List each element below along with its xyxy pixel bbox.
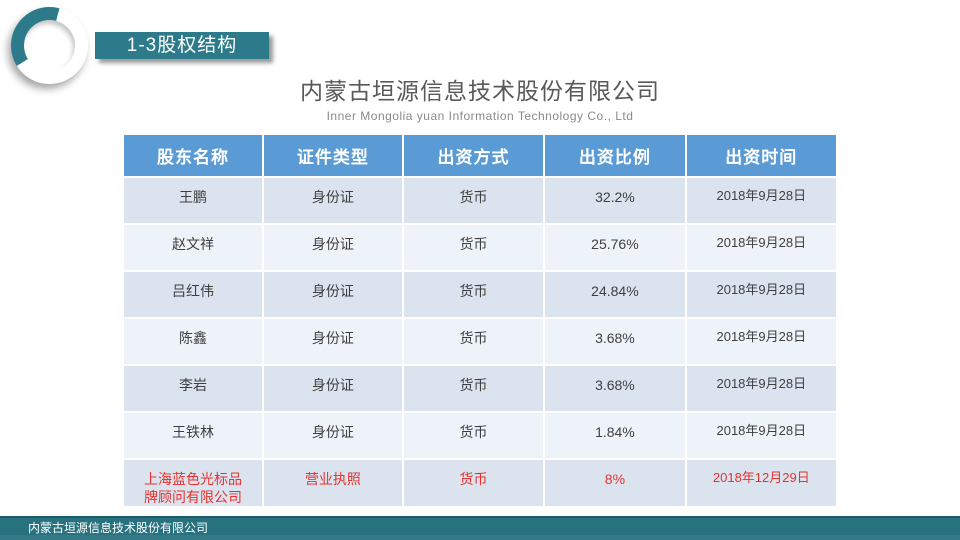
cell-shareholder-name: 上海蓝色光标品牌顾问有限公司 <box>122 457 264 509</box>
cell-date: 2018年9月28日 <box>684 176 839 225</box>
cell-ratio: 3.68% <box>543 364 687 413</box>
cell-method: 货币 <box>401 317 546 366</box>
cell-date: 2018年12月29日 <box>684 457 839 509</box>
cell-date: 2018年9月28日 <box>684 364 839 413</box>
header-shareholder-name: 股东名称 <box>122 133 264 178</box>
shareholder-table: 股东名称 证件类型 出资方式 出资比例 出资时间 王鹏 身份证 货币 32.2%… <box>122 133 839 509</box>
cell-date: 2018年9月28日 <box>684 223 839 272</box>
donut-logo-icon <box>11 7 88 84</box>
table-row: 王鹏 身份证 货币 32.2% 2018年9月28日 <box>122 176 839 225</box>
cell-doc-type: 身份证 <box>261 364 404 413</box>
header-contribution-method: 出资方式 <box>401 133 546 178</box>
cell-date: 2018年9月28日 <box>684 411 839 460</box>
cell-method: 货币 <box>401 223 546 272</box>
cell-ratio: 1.84% <box>543 411 687 460</box>
table-header-row: 股东名称 证件类型 出资方式 出资比例 出资时间 <box>122 133 839 178</box>
section-badge: 1-3股权结构 <box>95 32 269 59</box>
cell-doc-type: 营业执照 <box>261 457 404 509</box>
cell-method: 货币 <box>401 411 546 460</box>
cell-doc-type: 身份证 <box>261 270 404 319</box>
cell-shareholder-name: 李岩 <box>122 364 264 413</box>
cell-doc-type: 身份证 <box>261 223 404 272</box>
cell-date: 2018年9月28日 <box>684 317 839 366</box>
table-row: 王铁林 身份证 货币 1.84% 2018年9月28日 <box>122 411 839 460</box>
cell-ratio: 24.84% <box>543 270 687 319</box>
cell-shareholder-name: 赵文祥 <box>122 223 264 272</box>
cell-ratio: 32.2% <box>543 176 687 225</box>
cell-ratio: 25.76% <box>543 223 687 272</box>
cell-doc-type: 身份证 <box>261 411 404 460</box>
company-title: 内蒙古垣源信息技术股份有限公司 <box>300 78 660 104</box>
title-block: 内蒙古垣源信息技术股份有限公司 Inner Mongolia yuan Info… <box>122 72 838 123</box>
cell-method: 货币 <box>401 176 546 225</box>
header-contribution-date: 出资时间 <box>684 133 839 178</box>
cell-doc-type: 身份证 <box>261 176 404 225</box>
table-row: 李岩 身份证 货币 3.68% 2018年9月28日 <box>122 364 839 413</box>
cell-shareholder-name: 吕红伟 <box>122 270 264 319</box>
table-row: 赵文祥 身份证 货币 25.76% 2018年9月28日 <box>122 223 839 272</box>
table-row-highlighted: 上海蓝色光标品牌顾问有限公司 营业执照 货币 8% 2018年12月29日 <box>122 457 839 509</box>
footer-bar: 内蒙古垣源信息技术股份有限公司 <box>0 516 960 540</box>
cell-method: 货币 <box>401 270 546 319</box>
cell-ratio: 3.68% <box>543 317 687 366</box>
company-subtitle: Inner Mongolia yuan Information Technolo… <box>326 109 634 123</box>
cell-date: 2018年9月28日 <box>684 270 839 319</box>
table-row: 陈鑫 身份证 货币 3.68% 2018年9月28日 <box>122 317 839 366</box>
cell-shareholder-name: 王铁林 <box>122 411 264 460</box>
cell-method: 货币 <box>401 457 546 509</box>
header-contribution-ratio: 出资比例 <box>543 133 687 178</box>
cell-shareholder-name: 王鹏 <box>122 176 264 225</box>
footer-company-name: 内蒙古垣源信息技术股份有限公司 <box>28 521 209 535</box>
cell-shareholder-name: 陈鑫 <box>122 317 264 366</box>
cell-ratio: 8% <box>543 457 687 509</box>
cell-method: 货币 <box>401 364 546 413</box>
header-doc-type: 证件类型 <box>261 133 404 178</box>
table-row: 吕红伟 身份证 货币 24.84% 2018年9月28日 <box>122 270 839 319</box>
cell-doc-type: 身份证 <box>261 317 404 366</box>
